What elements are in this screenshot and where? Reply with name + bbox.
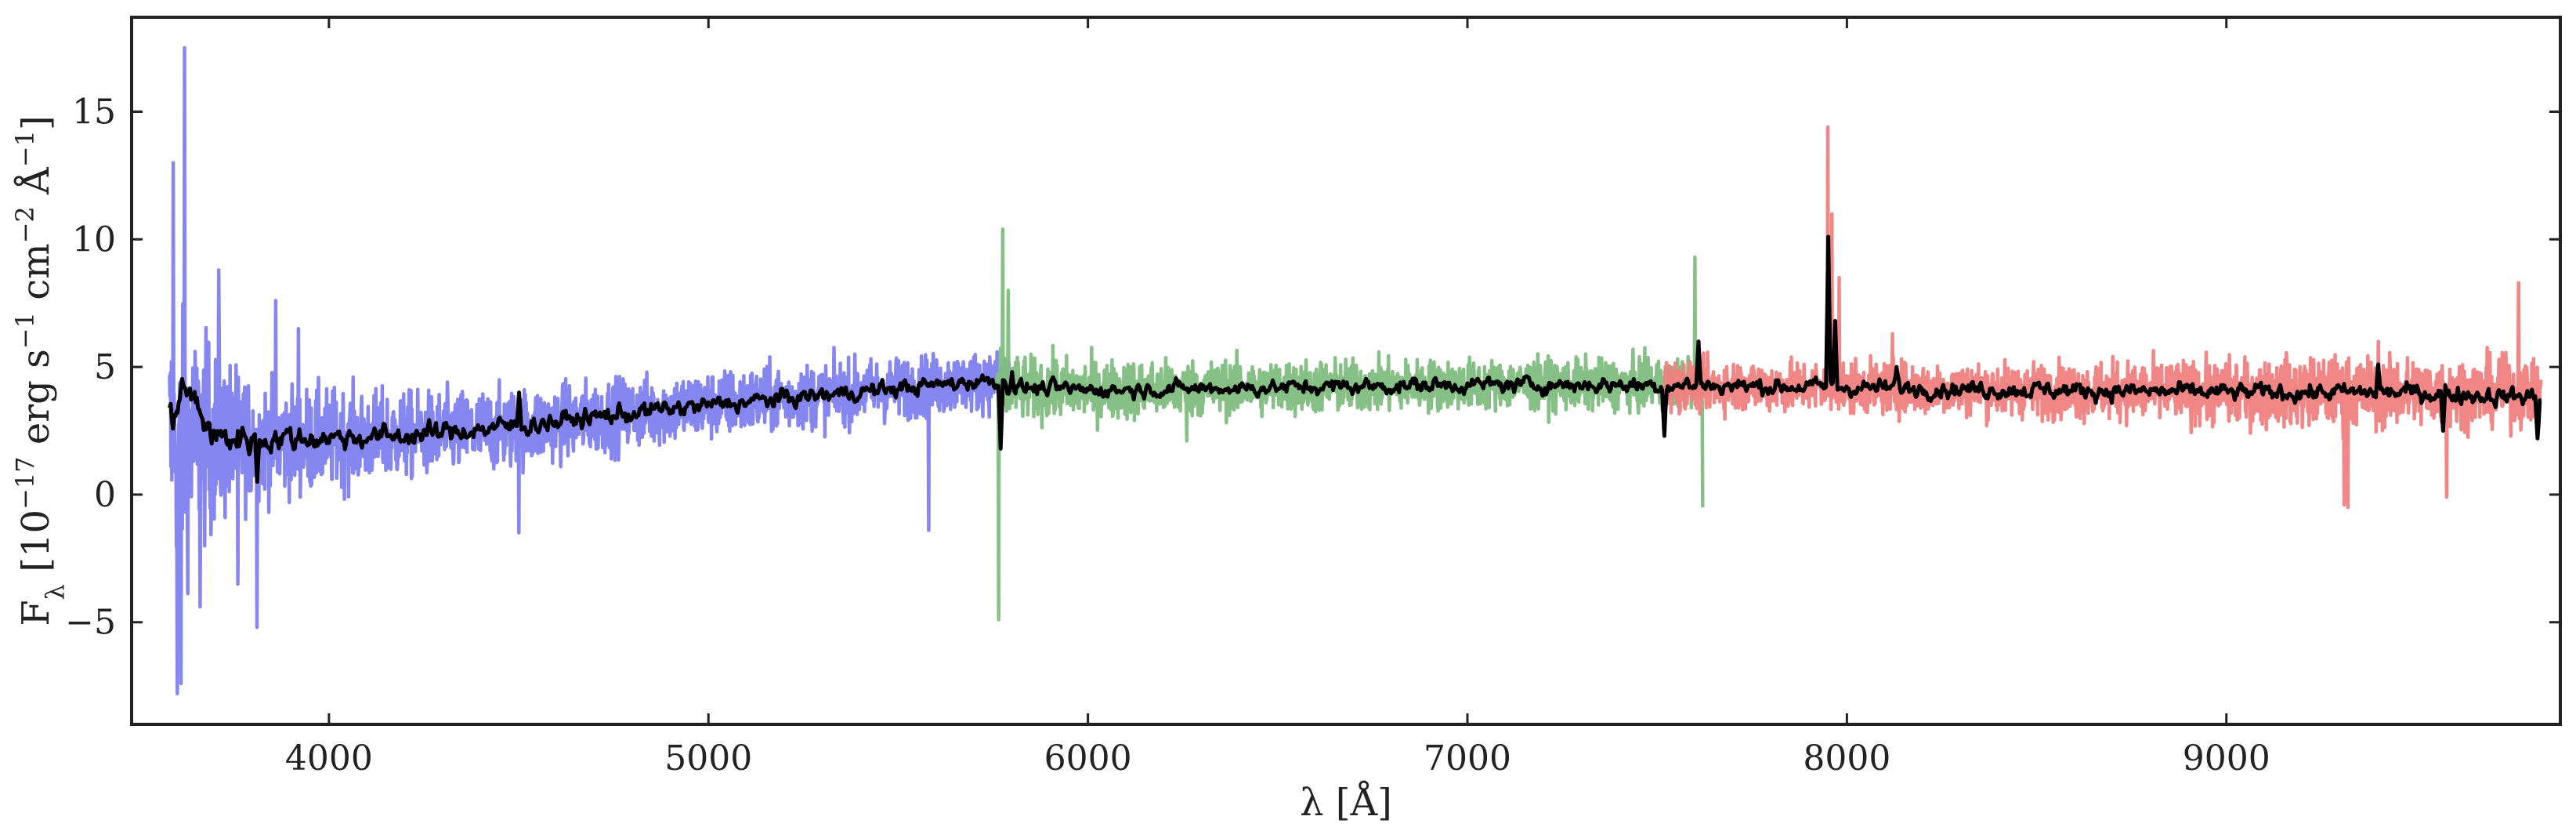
labels-layer: 4000 5000 6000 7000 8000 9000 −5 0 5 10 15 [65, 92, 2270, 778]
x-tick-label: 7000 [1424, 738, 1511, 778]
x-tick-label: 4000 [285, 738, 373, 778]
y-tick-label: 0 [94, 475, 116, 515]
y-tick-label: 10 [72, 219, 116, 259]
y-tick-label: 15 [72, 92, 116, 132]
plot-frame [130, 16, 2562, 726]
x-tick-label: 5000 [664, 738, 752, 778]
x-tick-label: 6000 [1044, 738, 1132, 778]
spectrum-series-2 [995, 227, 1705, 622]
spectrum-series-3 [1662, 125, 2543, 510]
y-tick-label: −5 [65, 603, 116, 643]
x-tick-label: 8000 [1803, 738, 1890, 778]
x-axis-title: λ [Å] [1300, 780, 1392, 825]
smoothed-spectrum-line [168, 234, 2542, 484]
x-tick-label: 9000 [2183, 738, 2270, 778]
spectrum-series-1 [168, 45, 1014, 696]
ticks-layer [132, 17, 2560, 724]
series-layer [168, 45, 2543, 696]
y-tick-label: 5 [94, 347, 116, 387]
y-axis-title: Fλ [10−17 erg s−1 cm−2 Å−1] [10, 115, 70, 626]
